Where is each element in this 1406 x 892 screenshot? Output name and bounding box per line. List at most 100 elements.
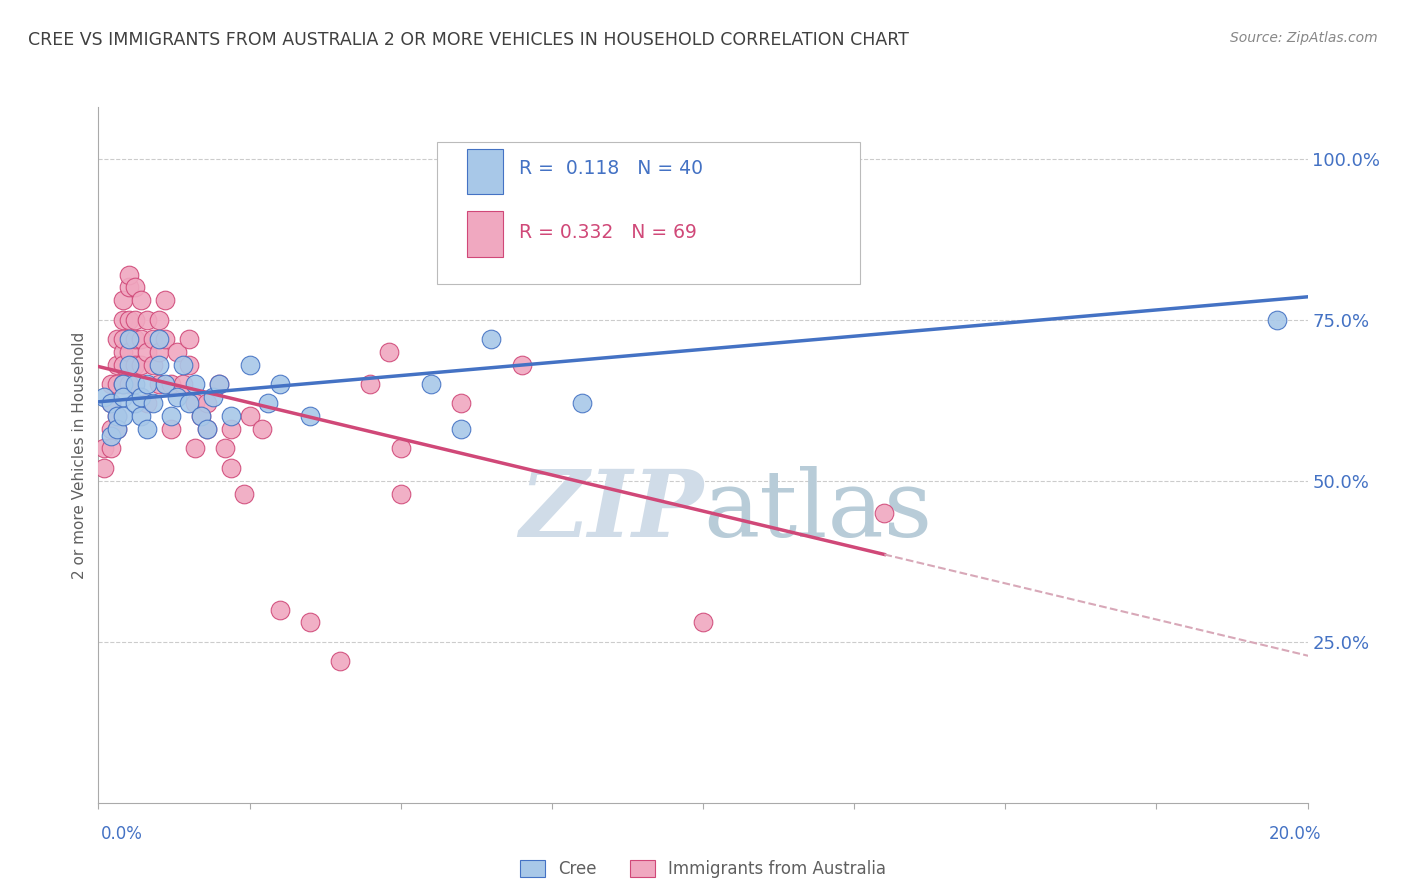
Point [118, 312, 141, 326]
Point [148, 358, 170, 372]
Point [105, 377, 128, 392]
Point [105, 422, 128, 436]
Point [135, 377, 157, 392]
Point [450, 422, 472, 436]
Point [153, 293, 176, 308]
FancyBboxPatch shape [437, 142, 860, 285]
Point [111, 377, 134, 392]
Point [111, 312, 134, 326]
Text: atlas: atlas [703, 466, 932, 556]
Point [148, 312, 170, 326]
Point [148, 332, 170, 346]
Point [1265, 312, 1288, 326]
Point [571, 396, 593, 410]
Point [135, 396, 157, 410]
Point [129, 409, 152, 424]
Text: ZIP: ZIP [519, 466, 703, 556]
Point [129, 332, 152, 346]
Point [190, 409, 212, 424]
Point [118, 280, 141, 294]
Text: R =  0.118   N = 40: R = 0.118 N = 40 [519, 159, 703, 178]
Point [135, 312, 157, 326]
Point [135, 422, 157, 436]
Point [389, 442, 412, 456]
Point [100, 428, 122, 442]
Point [450, 396, 472, 410]
Point [105, 409, 128, 424]
Point [190, 409, 212, 424]
Point [124, 280, 146, 294]
Legend: Cree, Immigrants from Australia: Cree, Immigrants from Australia [513, 854, 893, 885]
Point [160, 422, 183, 436]
Point [153, 377, 176, 392]
Point [166, 344, 188, 359]
Point [177, 396, 201, 410]
Point [195, 396, 218, 410]
Point [221, 422, 243, 436]
Point [661, 228, 683, 243]
Point [129, 293, 152, 308]
Point [118, 358, 141, 372]
Point [239, 409, 262, 424]
Point [256, 396, 278, 410]
Point [124, 332, 146, 346]
Point [481, 332, 503, 346]
Point [221, 460, 243, 475]
Point [510, 358, 533, 372]
Point [873, 506, 896, 520]
Point [239, 358, 262, 372]
Point [172, 377, 194, 392]
Point [214, 442, 236, 456]
Point [124, 312, 146, 326]
Point [299, 615, 322, 630]
Point [100, 377, 122, 392]
Point [184, 396, 207, 410]
Text: R = 0.332   N = 69: R = 0.332 N = 69 [519, 223, 697, 242]
Point [329, 654, 352, 668]
Point [160, 409, 183, 424]
Point [93, 460, 115, 475]
Point [166, 390, 188, 404]
Point [389, 486, 412, 500]
Point [202, 390, 225, 404]
Point [153, 332, 176, 346]
Point [269, 377, 291, 392]
Point [111, 377, 134, 392]
Point [232, 486, 254, 500]
Point [100, 422, 122, 436]
Point [177, 358, 201, 372]
Bar [467, 211, 503, 257]
Point [148, 377, 170, 392]
Point [105, 409, 128, 424]
Point [142, 396, 165, 410]
Point [135, 344, 157, 359]
Text: 20.0%: 20.0% [1270, 825, 1322, 843]
Point [692, 615, 714, 630]
Point [195, 422, 218, 436]
Point [93, 390, 115, 404]
Point [118, 344, 141, 359]
Point [540, 248, 562, 262]
Point [111, 358, 134, 372]
Point [129, 358, 152, 372]
Point [105, 332, 128, 346]
Point [129, 390, 152, 404]
Point [124, 396, 146, 410]
Bar [467, 149, 503, 194]
Point [111, 344, 134, 359]
Point [124, 377, 146, 392]
Point [195, 422, 218, 436]
Point [269, 602, 291, 616]
Point [124, 358, 146, 372]
Point [100, 396, 122, 410]
Point [208, 377, 231, 392]
Point [184, 377, 207, 392]
Point [111, 390, 134, 404]
Point [208, 377, 231, 392]
Point [250, 422, 273, 436]
Point [118, 268, 141, 282]
Point [111, 332, 134, 346]
Point [360, 377, 382, 392]
Point [221, 409, 243, 424]
Point [105, 358, 128, 372]
